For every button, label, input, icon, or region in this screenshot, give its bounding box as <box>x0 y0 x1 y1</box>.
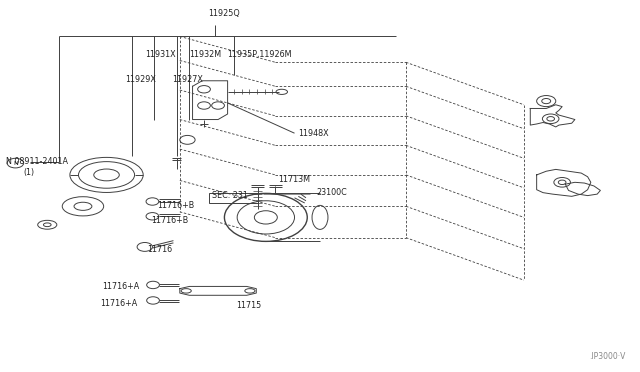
Text: N 08911-2401A: N 08911-2401A <box>6 157 68 166</box>
Text: 11716+B: 11716+B <box>157 201 195 210</box>
Text: 11927X: 11927X <box>172 76 203 84</box>
Text: (1): (1) <box>24 168 35 177</box>
Text: 11925Q: 11925Q <box>209 9 240 18</box>
Text: 11716: 11716 <box>147 245 172 254</box>
Text: 11929X: 11929X <box>125 76 157 84</box>
Text: 11716+A: 11716+A <box>102 282 140 291</box>
Text: 11716+A: 11716+A <box>100 299 138 308</box>
Text: 11715: 11715 <box>236 301 261 310</box>
Text: 11931X: 11931X <box>145 49 175 59</box>
Text: 11716+B: 11716+B <box>151 216 188 225</box>
Text: 11948X: 11948X <box>298 129 328 138</box>
Text: 11935P,11926M: 11935P,11926M <box>228 49 292 59</box>
Text: SEC. 231: SEC. 231 <box>212 191 248 200</box>
Text: 23100C: 23100C <box>317 188 348 197</box>
Text: 11713M: 11713M <box>278 175 310 184</box>
Text: .IP3000·V: .IP3000·V <box>589 352 626 361</box>
Text: 11932M: 11932M <box>189 49 221 59</box>
Text: N: N <box>13 161 18 166</box>
